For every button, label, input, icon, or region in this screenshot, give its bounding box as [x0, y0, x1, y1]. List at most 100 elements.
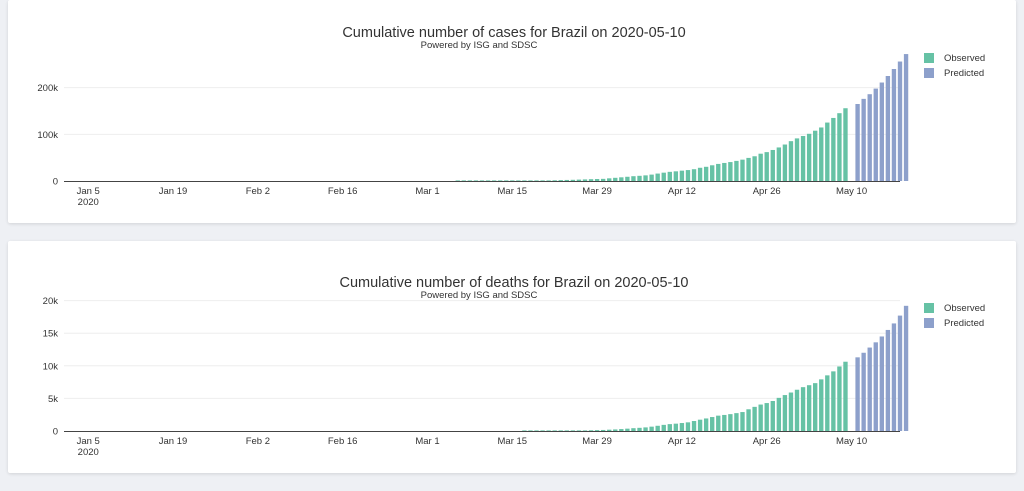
- bar-predicted[interactable]: [885, 76, 891, 181]
- bar-observed[interactable]: [455, 180, 460, 181]
- bar-observed[interactable]: [794, 389, 800, 431]
- bar-observed[interactable]: [534, 430, 539, 431]
- bar-observed[interactable]: [843, 108, 848, 181]
- bar-observed[interactable]: [758, 404, 763, 431]
- bar-observed[interactable]: [831, 371, 836, 431]
- bar-observed[interactable]: [776, 147, 782, 181]
- legend-label-predicted[interactable]: Predicted: [944, 318, 984, 329]
- bar-observed[interactable]: [703, 166, 709, 181]
- bar-observed[interactable]: [631, 428, 636, 431]
- bar-observed[interactable]: [643, 427, 648, 431]
- bar-observed[interactable]: [819, 379, 824, 431]
- bar-observed[interactable]: [607, 429, 612, 431]
- bar-observed[interactable]: [619, 429, 624, 431]
- bar-observed[interactable]: [691, 169, 697, 181]
- legend[interactable]: Observed Predicted: [924, 303, 985, 329]
- bar-predicted[interactable]: [861, 98, 866, 181]
- legend-label-observed[interactable]: Observed: [944, 53, 985, 64]
- bar-predicted[interactable]: [873, 342, 878, 431]
- bar-observed[interactable]: [806, 133, 812, 181]
- legend-label-observed[interactable]: Observed: [944, 303, 985, 314]
- bar-observed[interactable]: [679, 423, 685, 431]
- legend[interactable]: Observed Predicted: [924, 53, 985, 79]
- bar-observed[interactable]: [728, 162, 733, 181]
- bar-observed[interactable]: [776, 397, 782, 431]
- bar-observed[interactable]: [600, 178, 606, 181]
- bar-observed[interactable]: [479, 180, 485, 181]
- bar-observed[interactable]: [582, 179, 588, 181]
- legend-swatch-predicted[interactable]: [924, 68, 934, 78]
- bar-observed[interactable]: [522, 430, 527, 431]
- bar-observed[interactable]: [782, 144, 788, 181]
- bar-observed[interactable]: [806, 385, 812, 431]
- bar-observed[interactable]: [813, 130, 818, 181]
- bar-observed[interactable]: [764, 152, 769, 181]
- bar-observed[interactable]: [837, 366, 842, 431]
- legend-swatch-observed[interactable]: [924, 303, 934, 313]
- bar-observed[interactable]: [649, 426, 654, 431]
- bar-predicted[interactable]: [855, 104, 860, 181]
- bar-observed[interactable]: [819, 127, 824, 181]
- bar-observed[interactable]: [594, 179, 600, 181]
- bar-observed[interactable]: [825, 122, 830, 181]
- bar-observed[interactable]: [625, 428, 630, 431]
- bar-observed[interactable]: [576, 430, 582, 431]
- bar-observed[interactable]: [504, 180, 509, 181]
- bar-observed[interactable]: [661, 172, 666, 181]
- bar-observed[interactable]: [461, 180, 467, 181]
- bar-observed[interactable]: [752, 156, 757, 181]
- legend-swatch-observed[interactable]: [924, 53, 934, 63]
- bar-observed[interactable]: [837, 113, 842, 181]
- bar-observed[interactable]: [679, 170, 685, 181]
- bar-observed[interactable]: [697, 419, 703, 431]
- legend-label-predicted[interactable]: Predicted: [944, 68, 984, 79]
- bar-observed[interactable]: [722, 414, 727, 431]
- bar-observed[interactable]: [691, 421, 697, 431]
- bar-observed[interactable]: [600, 429, 606, 431]
- bar-observed[interactable]: [637, 175, 642, 181]
- bar-predicted[interactable]: [879, 336, 885, 431]
- bar-predicted[interactable]: [903, 305, 909, 431]
- bar-observed[interactable]: [734, 160, 739, 181]
- bar-predicted[interactable]: [867, 94, 872, 181]
- bar-observed[interactable]: [564, 179, 569, 181]
- bar-observed[interactable]: [540, 430, 545, 431]
- bar-observed[interactable]: [522, 180, 527, 181]
- bar-observed[interactable]: [782, 395, 788, 431]
- bar-observed[interactable]: [770, 149, 775, 181]
- bar-observed[interactable]: [794, 138, 800, 181]
- bar-observed[interactable]: [788, 392, 794, 431]
- bar-observed[interactable]: [813, 383, 818, 431]
- bar-observed[interactable]: [697, 167, 703, 181]
- bar-observed[interactable]: [491, 180, 497, 181]
- bar-observed[interactable]: [752, 406, 757, 431]
- bar-observed[interactable]: [649, 174, 654, 181]
- bar-observed[interactable]: [588, 179, 594, 181]
- bar-observed[interactable]: [831, 117, 836, 181]
- bar-observed[interactable]: [631, 176, 636, 181]
- bar-observed[interactable]: [546, 430, 551, 431]
- bar-observed[interactable]: [558, 430, 563, 431]
- bar-predicted[interactable]: [903, 54, 909, 181]
- bar-observed[interactable]: [528, 430, 533, 431]
- bar-observed[interactable]: [655, 425, 660, 431]
- bar-predicted[interactable]: [891, 69, 897, 181]
- bar-observed[interactable]: [673, 171, 679, 181]
- bar-predicted[interactable]: [855, 357, 860, 431]
- bar-observed[interactable]: [558, 180, 563, 181]
- bar-observed[interactable]: [722, 162, 727, 181]
- cases-chart[interactable]: Cumulative number of cases for Brazil on…: [8, 0, 1016, 223]
- bar-observed[interactable]: [528, 180, 533, 181]
- bar-predicted[interactable]: [861, 352, 866, 431]
- bar-predicted[interactable]: [897, 315, 903, 431]
- bar-predicted[interactable]: [867, 347, 872, 431]
- bar-observed[interactable]: [619, 177, 624, 181]
- bar-observed[interactable]: [637, 427, 642, 431]
- bar-observed[interactable]: [716, 163, 721, 181]
- bar-observed[interactable]: [685, 422, 691, 431]
- bar-observed[interactable]: [570, 430, 576, 431]
- bar-observed[interactable]: [746, 157, 751, 181]
- bar-observed[interactable]: [497, 180, 503, 181]
- bar-observed[interactable]: [613, 177, 618, 181]
- bar-observed[interactable]: [594, 430, 600, 431]
